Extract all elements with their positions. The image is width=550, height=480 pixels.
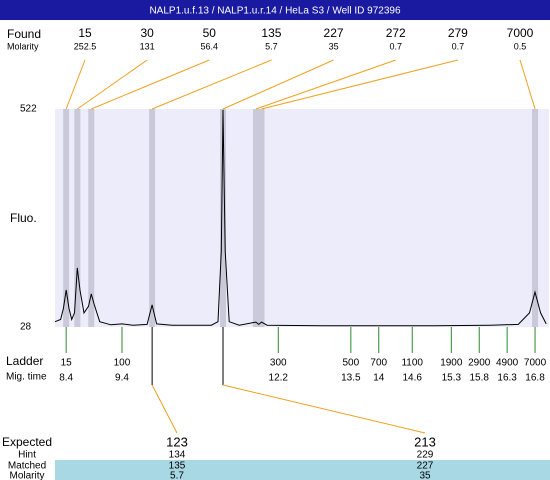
ladder-size: 4900: [496, 358, 519, 369]
matched-row-bg: [55, 460, 550, 480]
peak-band: [88, 109, 95, 327]
peak-connector: [65, 59, 86, 110]
peak-connector: [222, 59, 334, 110]
ladder-size: 700: [370, 358, 387, 369]
y-tick-label: 522: [20, 104, 37, 115]
ladder-time: 14: [373, 373, 385, 384]
found-size: 227: [324, 26, 344, 40]
ladder-time: 9.4: [115, 373, 129, 384]
header-bar: [0, 0, 550, 20]
found-molarity: 0.7: [389, 41, 402, 51]
peak-band: [74, 109, 81, 327]
header-title: NALP1.u.f.13 / NALP1.u.r.14 / HeLa S3 / …: [149, 6, 401, 17]
expected-row-label: Hint: [18, 450, 36, 461]
expected-molarity: 5.7: [170, 471, 184, 480]
ladder-time: 14.6: [403, 373, 423, 384]
found-molarity: 252.5: [74, 41, 97, 51]
found-molarity: 56.4: [201, 41, 219, 51]
match-connector: [222, 384, 426, 434]
found-label: Found: [7, 27, 41, 41]
ladder-time: 15.3: [442, 373, 462, 384]
found-size: 30: [140, 26, 154, 40]
found-size: 135: [261, 26, 281, 40]
peak-connector: [519, 59, 536, 110]
expected-molarity: 35: [419, 471, 431, 480]
ladder-size: 2900: [468, 358, 491, 369]
ladder-label: Ladder: [6, 354, 43, 368]
expected-matched: 135: [169, 461, 186, 472]
ladder-time: 16.3: [497, 373, 517, 384]
ladder-size: 1900: [440, 358, 463, 369]
found-molarity: 5.7: [265, 41, 278, 51]
trace: [54, 109, 547, 327]
found-size: 272: [386, 26, 406, 40]
peak-connector: [151, 59, 272, 110]
found-size: 7000: [507, 26, 534, 40]
ladder-size: 300: [270, 358, 287, 369]
expected-row-label: Matched: [8, 461, 46, 472]
expected-hint: 229: [417, 450, 434, 461]
ladder-size: 7000: [524, 358, 547, 369]
peak-band: [63, 109, 70, 327]
expected-hint: 134: [169, 450, 186, 461]
peak-band: [258, 109, 265, 327]
expected-matched: 227: [417, 461, 434, 472]
peak-connector: [255, 59, 396, 110]
mig-time-label: Mig. time: [6, 372, 47, 383]
expected-expected: 213: [414, 434, 436, 449]
found-size: 50: [203, 26, 217, 40]
ladder-size: 500: [342, 358, 359, 369]
expected-row-label: Molarity: [9, 471, 44, 480]
ladder-time: 12.2: [269, 373, 289, 384]
ladder-time: 8.4: [59, 373, 73, 384]
found-molarity: 35: [329, 41, 339, 51]
ladder-size: 15: [61, 358, 73, 369]
ladder-time: 13.5: [341, 373, 361, 384]
ladder-size: 100: [114, 358, 131, 369]
peak-band: [532, 109, 539, 327]
peak-connector: [261, 59, 458, 110]
found-molarity: 0.7: [452, 41, 465, 51]
peak-band: [252, 109, 259, 327]
ladder-time: 15.8: [469, 373, 489, 384]
found-molarity: 0.5: [514, 41, 527, 51]
peak-band: [220, 109, 227, 327]
ladder-size: 1100: [401, 358, 423, 369]
found-molarity: 131: [140, 41, 155, 51]
peak-connector: [77, 59, 148, 110]
peak-connector: [91, 59, 210, 110]
found-size: 279: [448, 26, 468, 40]
plot-area: [55, 109, 549, 327]
expected-row-label: Expected: [2, 435, 52, 449]
y-tick-label: 28: [20, 322, 32, 333]
peak-band: [149, 109, 156, 327]
match-connector: [151, 384, 178, 434]
y-axis-label: Fluo.: [10, 211, 37, 225]
molarity-label: Molarity: [7, 41, 39, 51]
found-size: 15: [78, 26, 92, 40]
expected-expected: 123: [166, 434, 188, 449]
ladder-time: 16.8: [525, 373, 545, 384]
